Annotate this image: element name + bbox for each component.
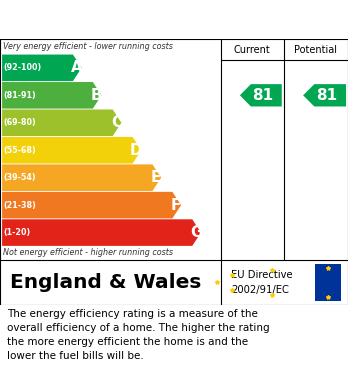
Text: E: E xyxy=(151,170,161,185)
Polygon shape xyxy=(2,82,102,109)
Text: G: G xyxy=(190,225,202,240)
Text: F: F xyxy=(171,197,181,213)
Text: Potential: Potential xyxy=(294,45,337,55)
Text: EU Directive: EU Directive xyxy=(231,270,293,280)
Text: (39-54): (39-54) xyxy=(3,173,36,182)
Polygon shape xyxy=(2,109,121,136)
Text: The energy efficiency rating is a measure of the
overall efficiency of a home. T: The energy efficiency rating is a measur… xyxy=(7,309,270,361)
Text: A: A xyxy=(71,60,82,75)
Text: (92-100): (92-100) xyxy=(3,63,42,72)
Polygon shape xyxy=(2,219,201,246)
Text: 81: 81 xyxy=(252,88,273,103)
Polygon shape xyxy=(2,192,181,219)
Text: 81: 81 xyxy=(316,88,337,103)
Text: C: C xyxy=(111,115,122,130)
Text: D: D xyxy=(130,143,143,158)
Polygon shape xyxy=(2,164,161,191)
Text: England & Wales: England & Wales xyxy=(10,273,202,292)
Text: (1-20): (1-20) xyxy=(3,228,31,237)
Text: (21-38): (21-38) xyxy=(3,201,36,210)
Text: (69-80): (69-80) xyxy=(3,118,36,127)
Text: (55-68): (55-68) xyxy=(3,146,36,155)
Text: B: B xyxy=(91,88,102,103)
Text: 2002/91/EC: 2002/91/EC xyxy=(231,285,289,295)
Text: (81-91): (81-91) xyxy=(3,91,36,100)
Text: Very energy efficient - lower running costs: Very energy efficient - lower running co… xyxy=(3,42,173,51)
Polygon shape xyxy=(303,84,346,106)
Polygon shape xyxy=(2,55,82,81)
Text: Current: Current xyxy=(234,45,271,55)
FancyBboxPatch shape xyxy=(315,264,341,301)
Polygon shape xyxy=(2,137,141,163)
Polygon shape xyxy=(240,84,282,106)
Text: Energy Efficiency Rating: Energy Efficiency Rating xyxy=(10,11,239,29)
Text: Not energy efficient - higher running costs: Not energy efficient - higher running co… xyxy=(3,248,174,257)
